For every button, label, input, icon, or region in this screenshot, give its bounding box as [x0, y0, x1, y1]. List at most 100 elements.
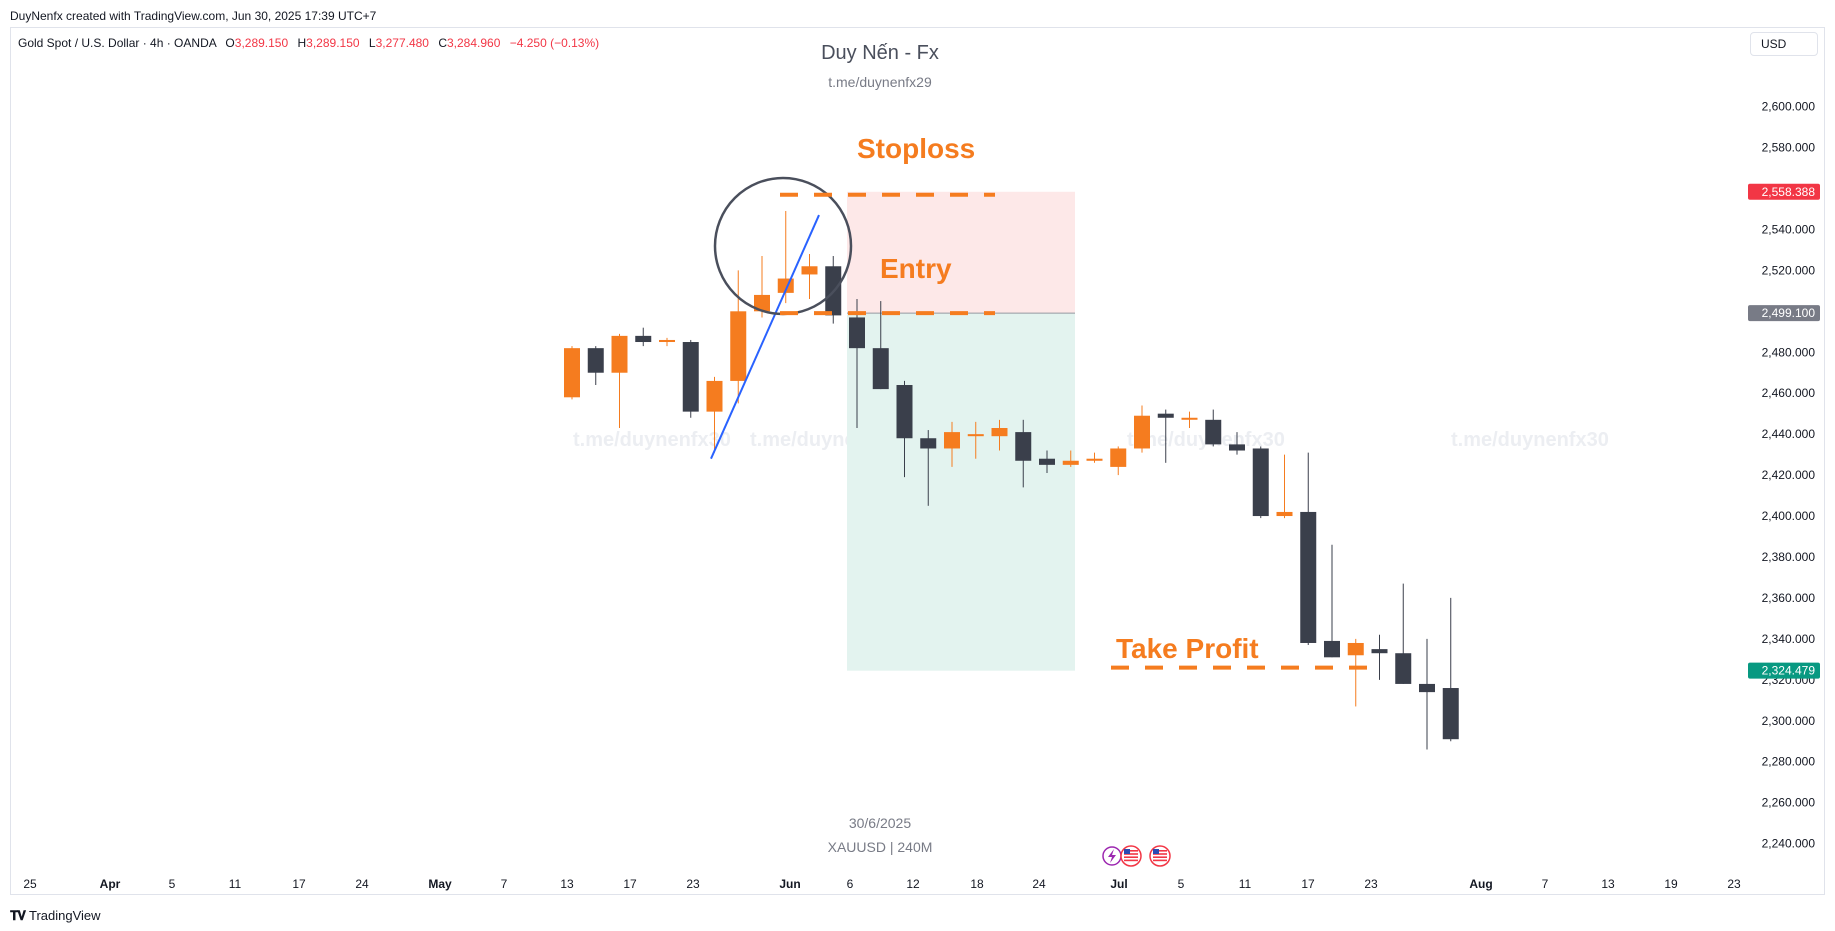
chart-subtitle: t.me/duynenfx29 [828, 74, 932, 90]
flag-stripe [1124, 856, 1138, 858]
chart-title: Duy Nến - Fx [821, 42, 939, 64]
top-bar: DuyNenfx created with TradingView.com, J… [0, 0, 1835, 26]
candle-body [1252, 448, 1269, 517]
tradingview-logo-icon: 𝐓𝐕 [10, 908, 26, 923]
candle-body [801, 266, 818, 275]
candle-body [730, 311, 747, 381]
x-axis-tick-label: 6 [847, 877, 854, 891]
high-label: H [297, 36, 307, 50]
x-axis-tick-label: 11 [229, 877, 242, 891]
x-axis-tick-label: 5 [169, 877, 176, 891]
y-axis-tick-label: 2,540.000 [1762, 222, 1816, 236]
x-axis-tick-label: Apr [100, 877, 121, 891]
takeprofit-label: Take Profit [1116, 633, 1259, 664]
y-axis-tick-label: 2,480.000 [1762, 345, 1816, 359]
bottom-bar [0, 896, 1835, 931]
candle-body [1062, 460, 1079, 465]
candle-body [1395, 653, 1412, 684]
y-axis-tick-label: 2,240.000 [1762, 837, 1816, 851]
candle-body [872, 348, 889, 390]
y-axis-tick-label: 2,360.000 [1762, 591, 1816, 605]
x-axis-tick-label: 17 [292, 877, 306, 891]
low-label: L [368, 36, 376, 50]
candle-body [1324, 640, 1340, 658]
candle-body [849, 317, 865, 349]
y-axis-tick-label: 2,520.000 [1762, 263, 1816, 277]
y-axis-tick-label: 2,420.000 [1762, 468, 1816, 482]
low-value: 3,277.480 [375, 36, 429, 50]
candle-body [967, 434, 984, 437]
stoploss-price-badge [1748, 183, 1820, 200]
tradingview-logo[interactable]: 𝐓𝐕 TradingView [10, 908, 101, 924]
flag-stripe [1153, 853, 1167, 855]
x-axis-tick-label: 7 [501, 877, 508, 891]
y-axis-tick-label: 2,260.000 [1762, 796, 1816, 810]
candle-body [1371, 649, 1388, 654]
x-axis-tick-label: 23 [1364, 877, 1378, 891]
x-axis-tick-label: 11 [1239, 877, 1252, 891]
y-axis-tick-label: 2,400.000 [1762, 509, 1816, 523]
chart-pane[interactable] [10, 27, 1825, 895]
candle-body [1086, 458, 1103, 461]
open-value: 3,289.150 [234, 36, 289, 50]
y-axis-tick-label: 2,580.000 [1762, 141, 1816, 155]
candle-body [1419, 683, 1435, 693]
x-axis-tick-label: 24 [1032, 877, 1046, 891]
flag-canton [1124, 849, 1130, 854]
events-icons [1102, 845, 1171, 867]
entry-price-badge [1748, 305, 1820, 322]
candle-body [754, 294, 770, 312]
x-axis-tick-label: 7 [1542, 877, 1549, 891]
candle-body [635, 335, 652, 343]
symbol-legend: Gold Spot / U.S. Dollar · 4h · OANDA O3,… [18, 36, 599, 50]
candle-body [896, 385, 913, 439]
x-axis-tick-label: Aug [1469, 877, 1492, 891]
price-change: −4.250 (−0.13%) [509, 36, 600, 50]
candle-body [611, 335, 628, 373]
chart-date-note: 30/6/2025 [848, 815, 912, 831]
lightning-glyph [1108, 849, 1116, 863]
x-axis-tick-label: 13 [1601, 877, 1615, 891]
stoploss-label: Stoploss [857, 133, 975, 164]
symbol-name[interactable]: Gold Spot / U.S. Dollar · 4h · OANDA [18, 36, 217, 50]
flag-canton [1153, 849, 1159, 854]
stop-loss-zone [847, 191, 1075, 314]
entry-price-badge-label: 2,499.100 [1762, 306, 1816, 320]
x-axis-tick-label: 13 [560, 877, 574, 891]
candle-body [1015, 432, 1032, 461]
x-axis-tick-label: 25 [23, 877, 37, 891]
x-axis-tick-label: 17 [1301, 877, 1315, 891]
candle-body [587, 348, 604, 373]
candle-body [1229, 444, 1245, 451]
y-axis-tick-label: 2,300.000 [1762, 714, 1816, 728]
y-axis-tick-label: 2,440.000 [1762, 427, 1816, 441]
flag-stripe [1124, 859, 1138, 862]
x-axis-tick-label: May [428, 877, 452, 891]
x-axis-tick-label: 24 [355, 877, 369, 891]
takeprofit-price-badge [1748, 662, 1820, 679]
x-axis-tick-label: 23 [1727, 877, 1741, 891]
candle-body [1276, 511, 1293, 517]
x-axis-tick-label: Jun [779, 877, 800, 891]
candle-body [1442, 688, 1459, 740]
candle-body [659, 339, 675, 343]
watermark-text: t.me/duynenfx30 [1451, 429, 1609, 451]
high-value: 3,289.150 [306, 36, 360, 50]
chart-symbol-note: XAUUSD | 240M [827, 839, 933, 855]
currency-button[interactable]: USD [1750, 32, 1818, 56]
tradingview-logo-text: TradingView [29, 908, 101, 923]
candle-body [1157, 413, 1174, 418]
trendline [710, 214, 820, 460]
x-axis-tick-label: 23 [686, 877, 700, 891]
candle-body [1110, 448, 1127, 467]
close-label: C [438, 36, 447, 50]
entry-label: Entry [880, 253, 952, 284]
flag-stripe [1124, 853, 1138, 855]
creator-credit: DuyNenfx created with TradingView.com, J… [10, 9, 377, 23]
candle-body [564, 348, 580, 398]
y-axis-tick-label: 2,280.000 [1762, 755, 1816, 769]
highlight-circle [713, 176, 853, 316]
flag-stripe [1153, 850, 1167, 852]
candle-body [944, 432, 960, 449]
